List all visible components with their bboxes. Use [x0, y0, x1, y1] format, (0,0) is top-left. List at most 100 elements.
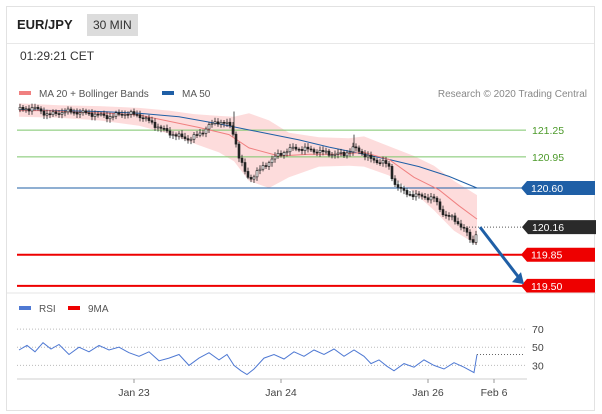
candle-body — [420, 194, 424, 197]
candle-body — [216, 121, 220, 125]
forecast-arrow-shaft — [478, 226, 522, 281]
candle-body — [468, 231, 472, 240]
candle-body — [267, 162, 271, 167]
candle-body — [135, 114, 139, 116]
candle-body — [435, 197, 439, 203]
price-tag-120.60 — [521, 180, 595, 195]
candle-body — [387, 163, 391, 167]
candle-body — [264, 165, 268, 167]
candle-body — [246, 171, 250, 178]
candle-body — [291, 146, 295, 149]
ma50-line — [18, 109, 478, 189]
candle-body — [201, 132, 205, 135]
candle-body — [363, 153, 367, 158]
candle-body — [396, 184, 400, 188]
candle-body — [171, 134, 175, 136]
candle-body — [315, 151, 319, 154]
ma9-legend-swatch — [68, 306, 80, 310]
candle-body — [93, 113, 97, 117]
candle-body — [336, 152, 340, 155]
candle-body — [327, 150, 331, 156]
candle-body — [399, 186, 403, 189]
candle-body — [150, 120, 154, 123]
candle-body — [441, 209, 445, 216]
candle-body — [120, 114, 124, 116]
candle-body — [75, 112, 79, 115]
candle-body — [60, 112, 64, 115]
candle-body — [222, 121, 226, 124]
candle-body — [474, 234, 478, 243]
candle-body — [438, 201, 442, 210]
level-label-120.95: 120.95 — [532, 152, 564, 164]
rsi-plot: 70 50 30 — [17, 324, 544, 376]
candle-body — [351, 146, 355, 153]
candle-body — [471, 239, 475, 243]
price-tag-119.50 — [521, 278, 595, 293]
candle-body — [342, 152, 346, 157]
candle-body — [243, 162, 247, 172]
candle-body — [48, 113, 52, 116]
forecast-arrow-head — [512, 272, 524, 285]
candle-body — [219, 121, 223, 125]
candle-body — [177, 133, 181, 137]
candle-body — [330, 154, 334, 157]
candle-body — [459, 223, 463, 228]
candle-body — [123, 114, 127, 116]
candle-body — [168, 130, 172, 136]
candle-body — [210, 123, 214, 125]
candle-body — [153, 121, 157, 128]
price-tag-120.16 — [522, 220, 596, 235]
x-tick-label-Feb 6: Feb 6 — [481, 387, 508, 399]
candle-body — [162, 128, 166, 130]
candle-body — [24, 108, 28, 111]
chart-svg: MA 20 + Bollinger Bands MA 50 Research ©… — [7, 89, 596, 399]
candle-body — [96, 113, 100, 116]
candle-body — [348, 151, 352, 154]
level-label-119.85: 119.85 — [531, 250, 562, 262]
x-axis: Jan 23 Jan 24 Jan 26 Feb 6 — [118, 379, 508, 399]
candle-body — [84, 110, 88, 114]
candle-body — [381, 160, 385, 164]
candle-body — [414, 193, 418, 198]
candle-body — [465, 227, 469, 233]
candle-body — [174, 134, 178, 137]
candle-body — [99, 113, 103, 116]
candle-body — [258, 168, 262, 172]
candle-body — [294, 146, 298, 150]
candle-body — [408, 194, 412, 196]
level-label-121.25: 121.25 — [532, 125, 564, 137]
candle-body — [144, 117, 148, 120]
candle-body — [234, 133, 238, 145]
price-tag-119.85 — [521, 247, 595, 262]
candle-body — [189, 138, 193, 141]
candle-body — [321, 149, 325, 152]
timeframe-badge[interactable]: 30 MIN — [87, 14, 138, 36]
candle-body — [36, 106, 40, 110]
candle-body — [375, 159, 379, 164]
ma20-legend-label: MA 20 + Bollinger Bands — [39, 89, 149, 100]
candle-body — [240, 157, 244, 163]
candle-body — [270, 158, 274, 164]
candle-body — [333, 153, 337, 156]
rsi-tick-label-70: 70 — [532, 324, 544, 336]
candle-body — [249, 177, 253, 180]
candle-body — [279, 153, 283, 156]
candle-body — [372, 158, 376, 161]
candle-body — [78, 112, 82, 115]
candle-body — [309, 148, 313, 151]
currency-pair: EUR/JPY — [17, 17, 73, 32]
candle-body — [300, 149, 304, 151]
candle-body — [456, 221, 460, 225]
level-label-120.16: 120.16 — [532, 222, 564, 234]
candle-body — [306, 146, 310, 150]
candle-body — [312, 149, 316, 153]
candle-body — [195, 134, 199, 136]
candle-body — [324, 150, 328, 153]
candle-body — [213, 121, 217, 124]
candle-body — [429, 196, 433, 201]
candle-body — [39, 108, 43, 112]
rsi-legend-swatch — [19, 306, 31, 310]
candle-body — [390, 166, 394, 179]
candle-body — [90, 112, 94, 117]
candle-body — [33, 106, 37, 109]
